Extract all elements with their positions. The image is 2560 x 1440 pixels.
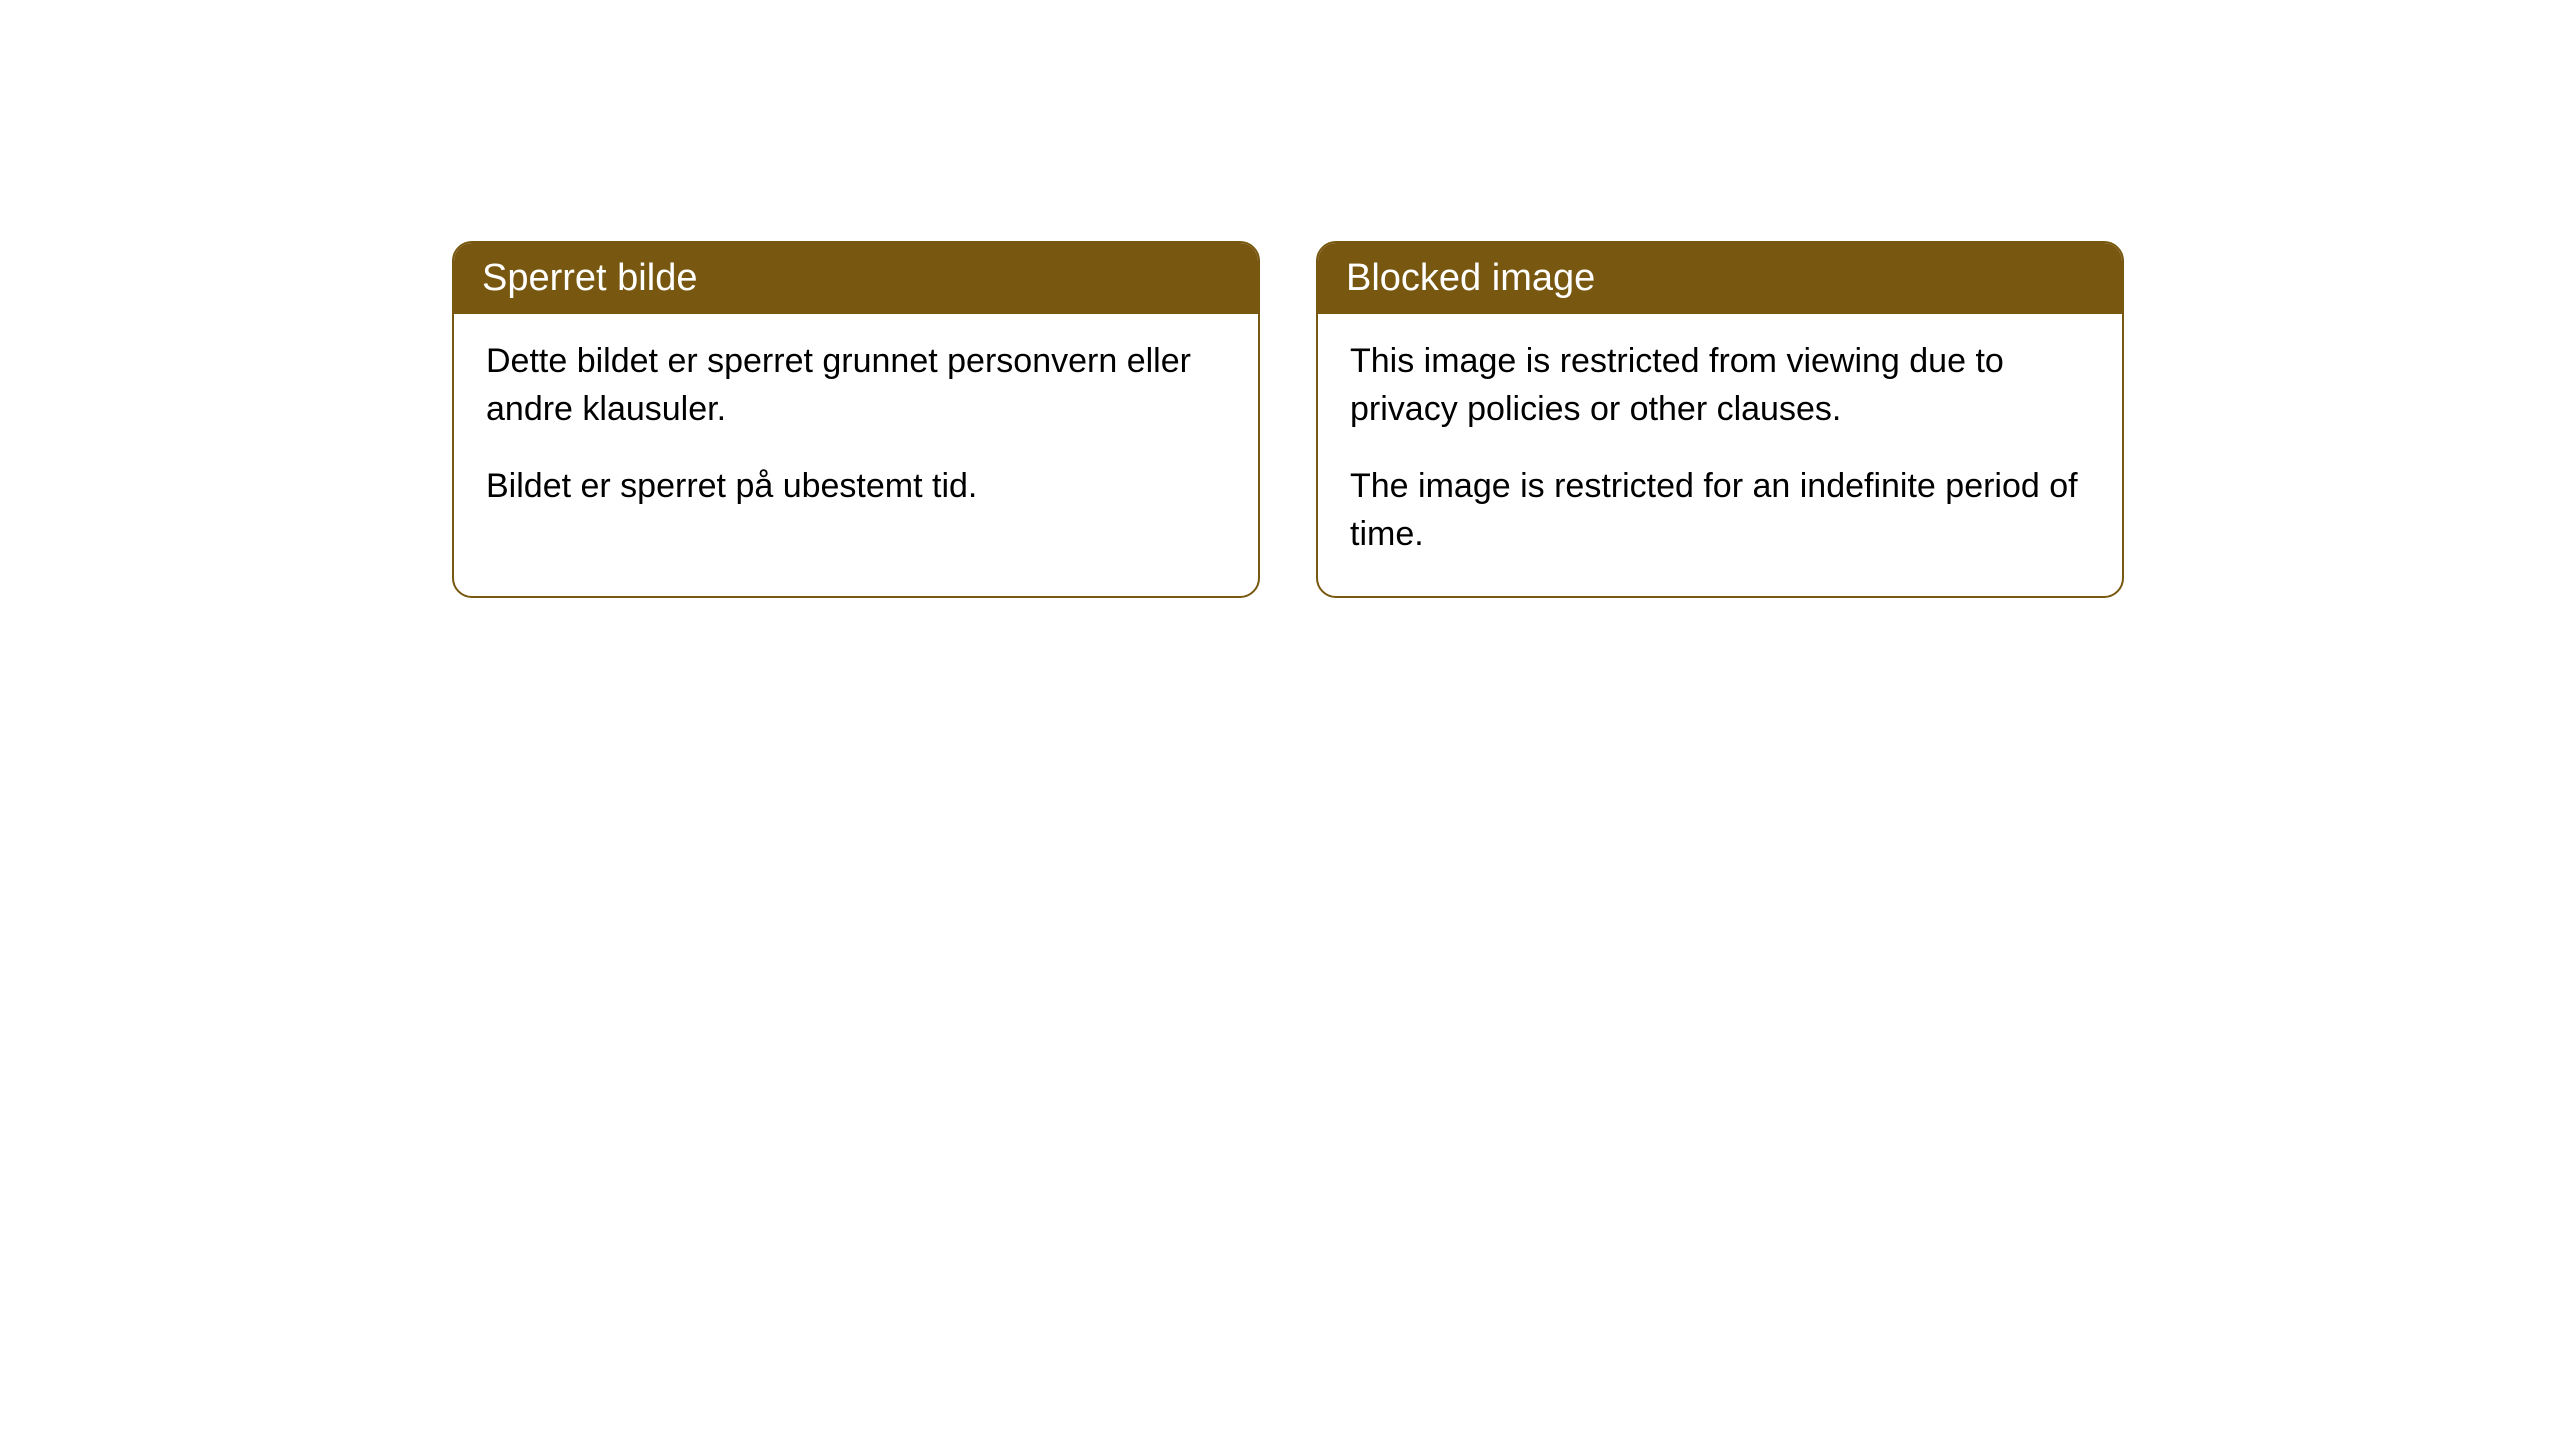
card-body-norwegian: Dette bildet er sperret grunnet personve… <box>454 314 1258 549</box>
card-body-english: This image is restricted from viewing du… <box>1318 314 2122 596</box>
card-title-norwegian: Sperret bilde <box>482 257 697 299</box>
card-paragraph-2-norwegian: Bildet er sperret på ubestemt tid. <box>486 463 1226 511</box>
notice-cards-container: Sperret bilde Dette bildet er sperret gr… <box>452 241 2124 598</box>
card-title-english: Blocked image <box>1346 257 1595 299</box>
card-header-english: Blocked image <box>1318 243 2122 314</box>
card-header-norwegian: Sperret bilde <box>454 243 1258 314</box>
card-paragraph-2-english: The image is restricted for an indefinit… <box>1350 463 2090 558</box>
card-paragraph-1-english: This image is restricted from viewing du… <box>1350 338 2090 433</box>
blocked-image-card-english: Blocked image This image is restricted f… <box>1316 241 2124 598</box>
blocked-image-card-norwegian: Sperret bilde Dette bildet er sperret gr… <box>452 241 1260 598</box>
card-paragraph-1-norwegian: Dette bildet er sperret grunnet personve… <box>486 338 1226 433</box>
